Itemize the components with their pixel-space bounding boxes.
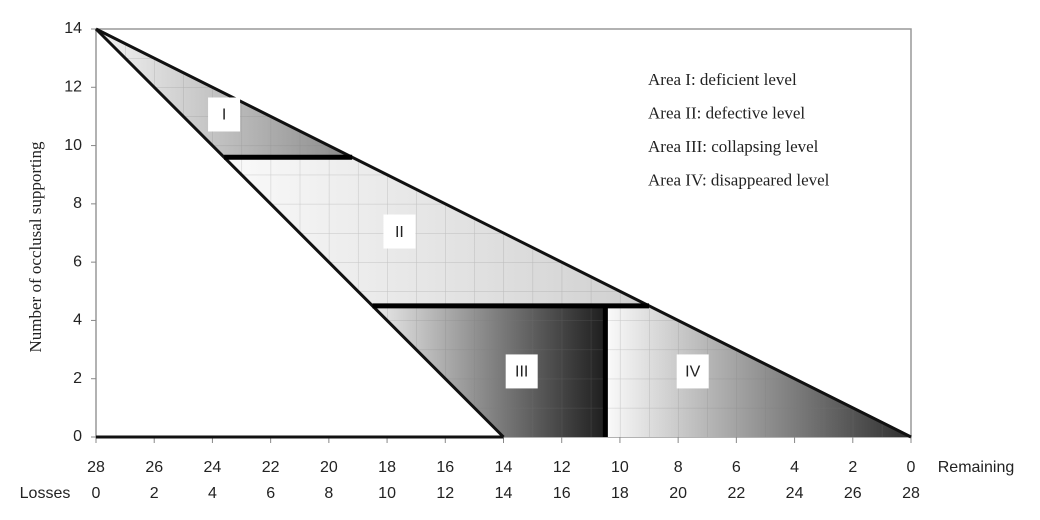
x2-tick-label: 14 (495, 485, 513, 502)
region-label: II (395, 224, 404, 241)
x2-tick-label: 24 (786, 485, 804, 502)
region-label: I (222, 107, 226, 124)
y-tick-label: 8 (73, 195, 82, 212)
boundary-line (95, 27, 912, 439)
x2-tick-label: 0 (92, 485, 101, 502)
x-tick-label: 4 (790, 459, 799, 476)
region-label: IV (685, 364, 700, 381)
region-grid (224, 157, 650, 306)
x-tick-label: 14 (495, 459, 513, 476)
x2-tick-label: 12 (436, 485, 454, 502)
legend-entry: Area I: deficient level (648, 70, 797, 89)
y-tick-label: 4 (73, 312, 82, 329)
x-tick-label: 16 (436, 459, 454, 476)
boundary-line (94, 27, 505, 439)
x2-axis-label: Losses (20, 485, 71, 502)
x-tick-label: 2 (848, 459, 857, 476)
x2-tick-label: 6 (266, 485, 275, 502)
x-tick-label: 22 (262, 459, 280, 476)
x-axis-label: Remaining (938, 459, 1014, 476)
x2-tick-label: 26 (844, 485, 862, 502)
x2-tick-label: 28 (902, 485, 920, 502)
legend-entry: Area II: defective level (648, 103, 805, 122)
region-label: III (515, 364, 528, 381)
legend-entry: Area III: collapsing level (648, 137, 819, 156)
region-grid (605, 305, 911, 437)
x-tick-label: 12 (553, 459, 571, 476)
region-label-box (208, 97, 241, 132)
y-tick-label: 10 (64, 137, 82, 154)
x2-tick-label: 8 (324, 485, 333, 502)
x2-tick-label: 18 (611, 485, 629, 502)
x-tick-label: 6 (732, 459, 741, 476)
y-tick-label: 14 (64, 20, 82, 37)
x2-tick-label: 20 (669, 485, 687, 502)
x-tick-label: 20 (320, 459, 338, 476)
y-tick-label: 6 (73, 253, 82, 270)
x2-tick-label: 16 (553, 485, 571, 502)
y-tick-label: 2 (73, 370, 82, 387)
region-label-box (676, 354, 709, 389)
x-tick-label: 28 (87, 459, 105, 476)
region-label-box (383, 214, 416, 249)
y-tick-label: 0 (73, 428, 82, 445)
x-tick-label: 24 (204, 459, 222, 476)
x2-tick-label: 10 (378, 485, 396, 502)
y-tick-label: 12 (64, 79, 82, 96)
x2-tick-label: 2 (150, 485, 159, 502)
x2-tick-label: 22 (727, 485, 745, 502)
x-tick-label: 8 (674, 459, 683, 476)
x2-tick-label: 4 (208, 485, 217, 502)
region-grid (372, 305, 606, 437)
x-tick-label: 10 (611, 459, 629, 476)
y-axis-label: Number of occlusal supporting (26, 141, 45, 353)
x-tick-label: 0 (907, 459, 916, 476)
legend-entry: Area IV: disappeared level (648, 170, 830, 189)
region-label-box (505, 354, 538, 389)
x-tick-label: 26 (145, 459, 163, 476)
x-tick-label: 18 (378, 459, 396, 476)
